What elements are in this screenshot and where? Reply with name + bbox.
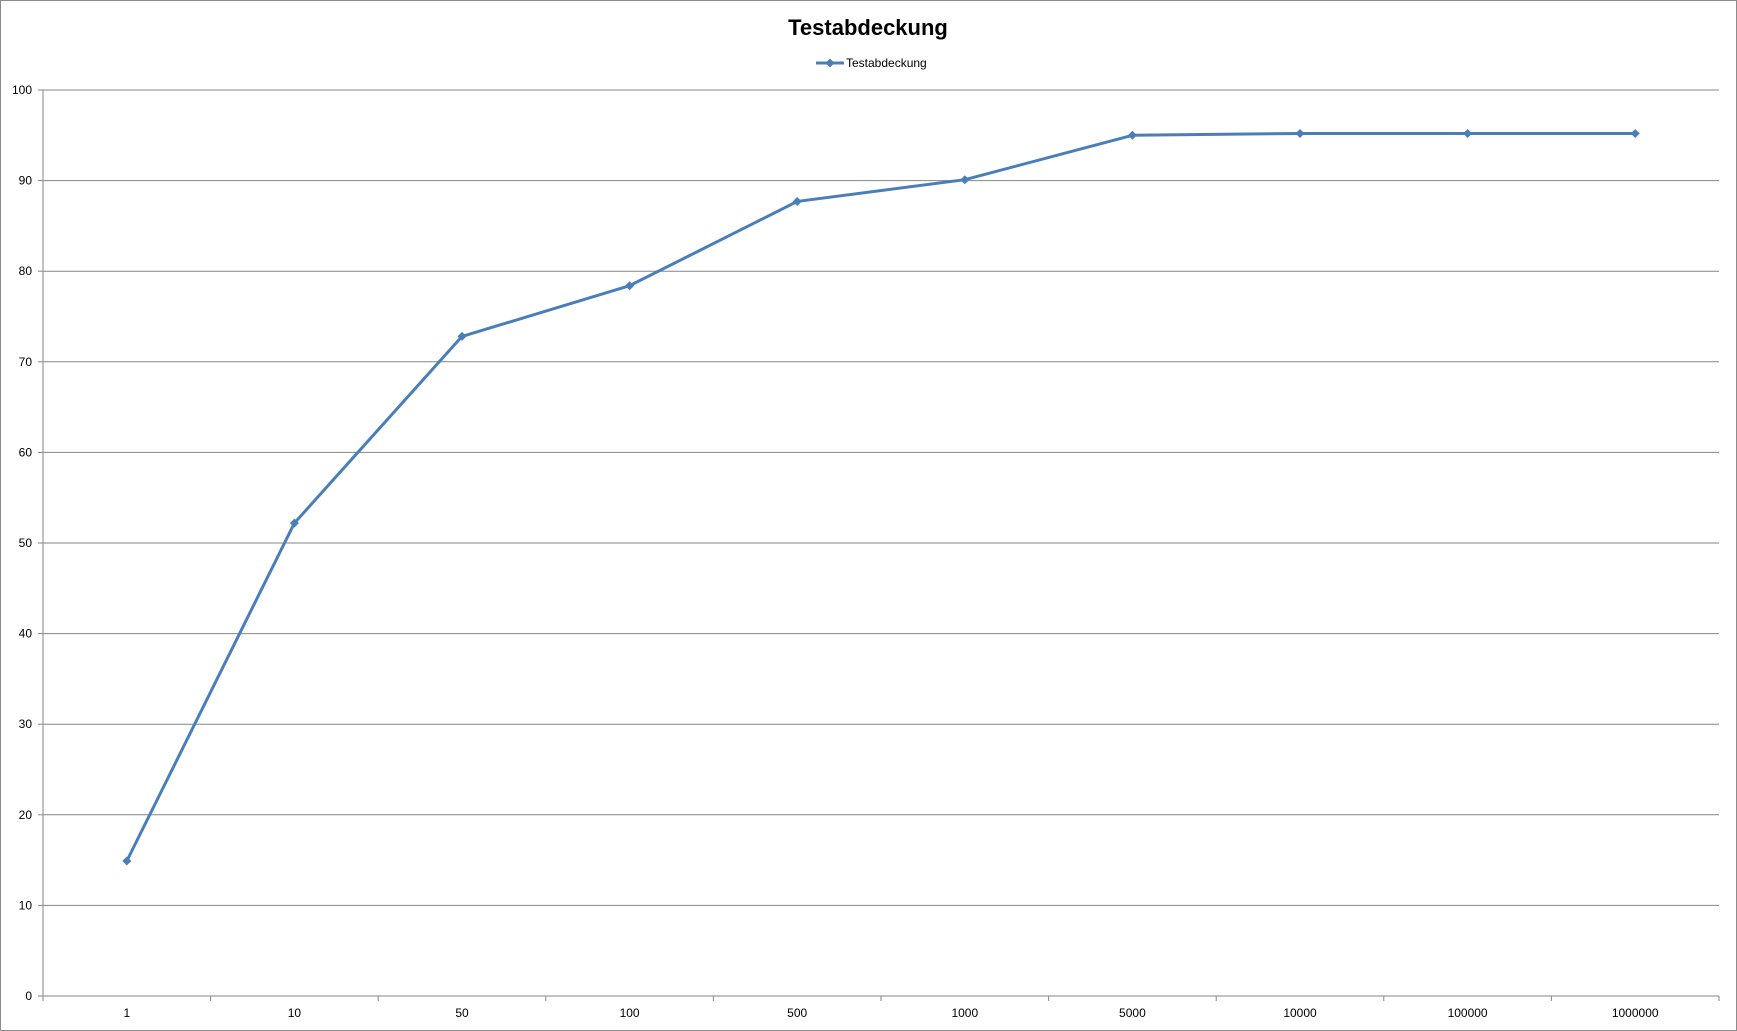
gridlines [43, 89, 1719, 906]
y-tick-label: 30 [19, 717, 33, 731]
data-point-marker-100 [625, 281, 635, 291]
x-tick-label: 1000000 [1612, 1006, 1659, 1020]
data-point-marker-10000 [1295, 128, 1305, 138]
data-point-marker-100000 [1463, 128, 1473, 138]
legend-label: Testabdeckung [846, 56, 927, 70]
chart-title: Testabdeckung [788, 15, 948, 40]
y-tick-label: 0 [25, 989, 32, 1003]
data-point-marker-500 [792, 196, 802, 206]
legend: Testabdeckung [816, 56, 927, 70]
x-tick-label: 100000 [1448, 1006, 1488, 1020]
data-series [122, 128, 1640, 866]
y-axis-tick-labels: 0 10 20 30 40 50 60 70 80 90 100 [12, 83, 32, 1003]
y-tick-label: 80 [19, 264, 33, 278]
data-point-marker-50 [457, 331, 467, 341]
axes [38, 89, 1720, 1001]
data-point-marker-1 [122, 856, 132, 866]
x-tick-label: 50 [455, 1006, 469, 1020]
x-tick-label: 1 [123, 1006, 130, 1020]
x-tick-label: 1000 [951, 1006, 978, 1020]
x-tick-label: 5000 [1119, 1006, 1146, 1020]
y-tick-label: 20 [19, 808, 33, 822]
y-tick-label: 100 [12, 83, 32, 97]
y-tick-label: 40 [19, 627, 33, 641]
data-point-marker-1000000 [1630, 128, 1640, 138]
x-axis-tick-labels: 1 10 50 100 500 1000 5000 10000 100000 1000000 [123, 1006, 1658, 1020]
data-point-marker-5000 [1127, 130, 1137, 140]
y-tick-label: 90 [19, 174, 33, 188]
y-tick-label: 10 [19, 898, 33, 912]
y-tick-label: 70 [19, 355, 33, 369]
data-point-marker-10 [289, 518, 299, 528]
x-tick-label: 100 [620, 1006, 640, 1020]
x-tick-label: 500 [787, 1006, 807, 1020]
x-tick-label: 10 [288, 1006, 302, 1020]
legend-diamond-marker [825, 58, 835, 68]
data-point-marker-1000 [960, 175, 970, 185]
y-tick-label: 50 [19, 536, 33, 550]
series-line [125, 131, 1636, 862]
x-tick-label: 10000 [1283, 1006, 1317, 1020]
y-tick-label: 60 [19, 445, 33, 459]
